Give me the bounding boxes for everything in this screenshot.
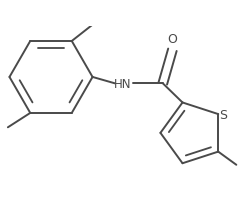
Text: S: S — [219, 108, 227, 121]
Text: O: O — [167, 33, 177, 46]
Text: HN: HN — [114, 77, 132, 90]
